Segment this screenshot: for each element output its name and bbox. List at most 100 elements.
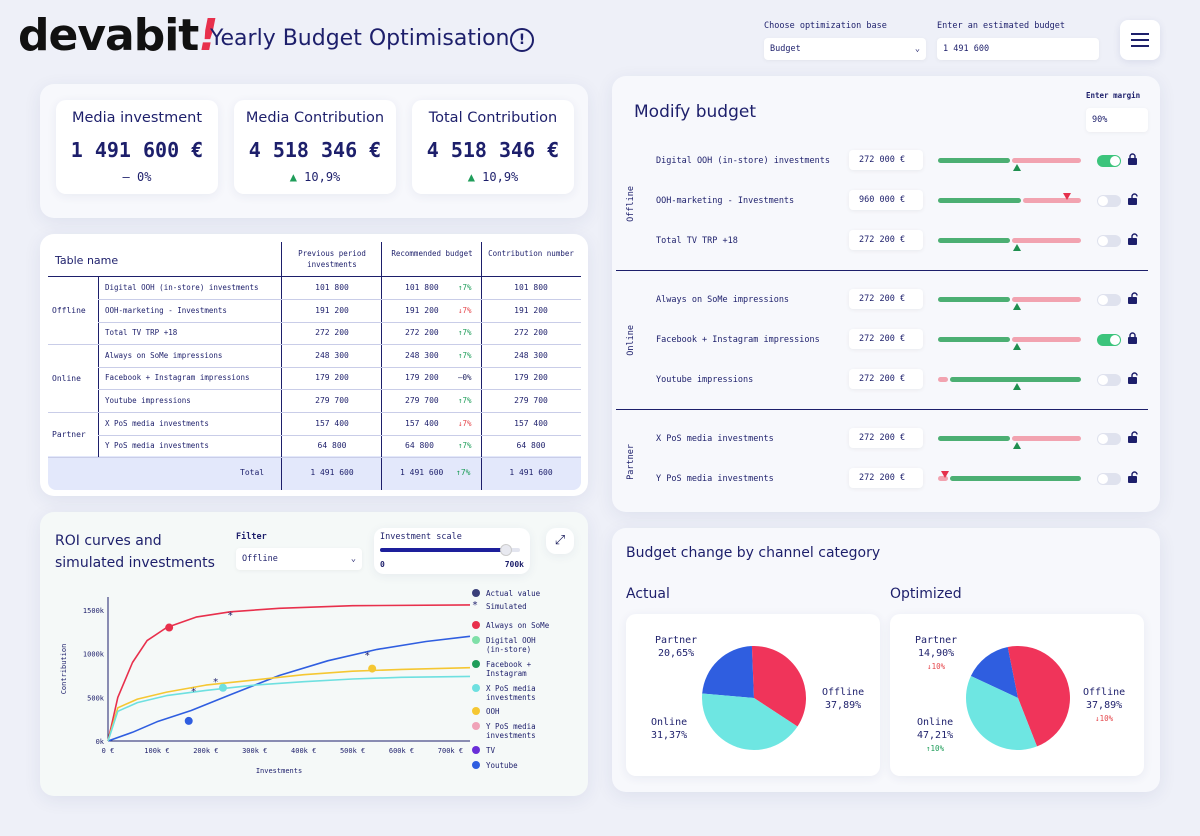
lock-toggle[interactable]	[1097, 195, 1121, 207]
table-row-channel: Total TV TRP +18	[105, 328, 178, 338]
table-group-label: Offline	[52, 305, 86, 315]
scale-label: Investment scale	[380, 532, 462, 542]
table-row-contrib: 179 200	[514, 373, 548, 383]
slider-marker[interactable]	[1013, 164, 1021, 171]
legend-item[interactable]: X PoS media investments	[472, 684, 554, 702]
table-row-prev: 179 200	[315, 373, 349, 383]
slider-marker[interactable]	[1013, 383, 1021, 390]
legend-item[interactable]: TV	[472, 746, 554, 755]
actual-partner-label: Partner 20,65%	[655, 635, 698, 659]
expand-icon[interactable]: ⤢	[546, 528, 574, 554]
table-row-prev: 101 800	[315, 283, 349, 292]
y-tick-label: 1500k	[83, 607, 105, 615]
investment-scale[interactable]: Investment scale 0 700k	[374, 528, 530, 574]
total-change: ↑7%	[456, 468, 471, 477]
legend-marker	[472, 660, 480, 668]
filter-select[interactable]: Offline ⌄	[236, 548, 362, 570]
legend-marker: *	[472, 600, 479, 611]
unlock-icon[interactable]	[1127, 471, 1138, 483]
table-row-rec: 248 300	[405, 350, 439, 360]
kpi-total-contribution: Total Contribution 4 518 346 € ▲ 10,9%	[412, 100, 574, 194]
budget-input[interactable]: 1 491 600	[937, 38, 1099, 60]
actual-title: Actual	[626, 586, 670, 602]
x-tick-label: 300k €	[242, 747, 267, 755]
modify-row-value[interactable]: 960 000 €	[849, 190, 923, 210]
optimized-title: Optimized	[890, 586, 962, 602]
table-row-contrib: 279 700	[514, 396, 548, 405]
budget-label: Enter an estimated budget	[937, 21, 1065, 31]
x-tick-label: 500k €	[340, 747, 365, 755]
legend-item[interactable]: * Simulated	[472, 600, 527, 612]
table-row-rec: 157 400	[405, 418, 439, 428]
table-row-contrib: 248 300	[514, 350, 548, 360]
legend-item[interactable]: Always on SoMe	[472, 621, 554, 630]
margin-input[interactable]: 90%	[1086, 108, 1148, 132]
slider-marker[interactable]	[941, 471, 949, 478]
lock-toggle[interactable]	[1097, 473, 1121, 485]
opt-base-select[interactable]: Budget ⌄	[764, 38, 926, 60]
modify-row-value[interactable]: 272 200 €	[849, 468, 923, 488]
optimized-partner-label: Partner 14,90% ↓10%	[915, 635, 958, 671]
table-row-channel: Y PoS media investments	[105, 441, 209, 451]
scale-fill	[380, 548, 506, 552]
scale-handle[interactable]	[500, 544, 512, 556]
modify-row-value[interactable]: 272 200 €	[849, 329, 923, 349]
table-row-channel: X PoS media investments	[105, 418, 209, 428]
modify-budget-title: Modify budget	[634, 102, 757, 122]
total-label: Total	[240, 468, 265, 477]
info-icon[interactable]: !	[510, 28, 534, 52]
legend-item[interactable]: Youtube	[472, 761, 554, 770]
lock-icon[interactable]	[1127, 332, 1138, 344]
y-tick-label: 0k	[96, 738, 105, 746]
legend-item[interactable]: Digital OOH (in-store)	[472, 636, 554, 654]
table-row-channel: Always on SoMe impressions	[105, 350, 223, 360]
lock-toggle[interactable]	[1097, 334, 1121, 346]
legend-item[interactable]: Facebook + Instagram	[472, 660, 554, 678]
pie-slice-partner	[702, 646, 754, 698]
page-title: Yearly Budget Optimisation	[210, 26, 510, 51]
modify-row-value[interactable]: 272 200 €	[849, 230, 923, 250]
actual-value-point	[184, 716, 193, 725]
lock-toggle[interactable]	[1097, 235, 1121, 247]
unlock-icon[interactable]	[1127, 431, 1138, 443]
legend-item[interactable]: OOH	[472, 707, 554, 716]
hamburger-menu-icon[interactable]	[1120, 20, 1160, 60]
x-tick-label: 200k €	[193, 747, 218, 755]
legend-item[interactable]: Y PoS media investments	[472, 722, 554, 740]
slider-marker[interactable]	[1013, 343, 1021, 350]
modify-row-value[interactable]: 272 200 €	[849, 369, 923, 389]
table-row-rec: 191 200	[405, 305, 439, 315]
unlock-icon[interactable]	[1127, 233, 1138, 245]
slider-marker[interactable]	[1013, 244, 1021, 251]
table-row-change: ↓7%	[458, 305, 472, 315]
pie-slice-online	[751, 645, 807, 727]
series-line-ooh	[107, 666, 471, 742]
slider-marker[interactable]	[1013, 442, 1021, 449]
modify-row-value[interactable]: 272 200 €	[849, 289, 923, 309]
total-contrib: 1 491 600	[509, 468, 553, 477]
devabit-logo[interactable]: devabit!	[18, 10, 218, 61]
chevron-down-icon: ⌄	[350, 554, 356, 564]
unlock-icon[interactable]	[1127, 372, 1138, 384]
table-row-change: ↑7%	[458, 441, 472, 451]
table-row-rec: 101 800	[405, 283, 439, 292]
roi-title: ROI curves and simulated investments	[55, 533, 215, 571]
actual-value-point	[218, 683, 227, 692]
modify-row-value[interactable]: 272 200 €	[849, 428, 923, 448]
slider-marker[interactable]	[1013, 303, 1021, 310]
x-tick-label: 0 €	[102, 747, 115, 755]
slider-marker[interactable]	[1063, 193, 1071, 200]
legend-item[interactable]: Actual value	[472, 589, 554, 598]
budget-table-panel	[40, 234, 588, 496]
unlock-icon[interactable]	[1127, 292, 1138, 304]
lock-toggle[interactable]	[1097, 294, 1121, 306]
lock-toggle[interactable]	[1097, 374, 1121, 386]
lock-toggle[interactable]	[1097, 155, 1121, 167]
roi-chart: 0k 500k 1000k 1500k 0 € 100k € 200k € 300k € 400…	[60, 597, 471, 775]
optimized-pie	[965, 646, 1070, 750]
lock-icon[interactable]	[1127, 153, 1138, 165]
unlock-icon[interactable]	[1127, 193, 1138, 205]
series-line-x-pos-media-investments	[107, 675, 471, 742]
modify-row-value[interactable]: 272 000 €	[849, 150, 923, 170]
lock-toggle[interactable]	[1097, 433, 1121, 445]
